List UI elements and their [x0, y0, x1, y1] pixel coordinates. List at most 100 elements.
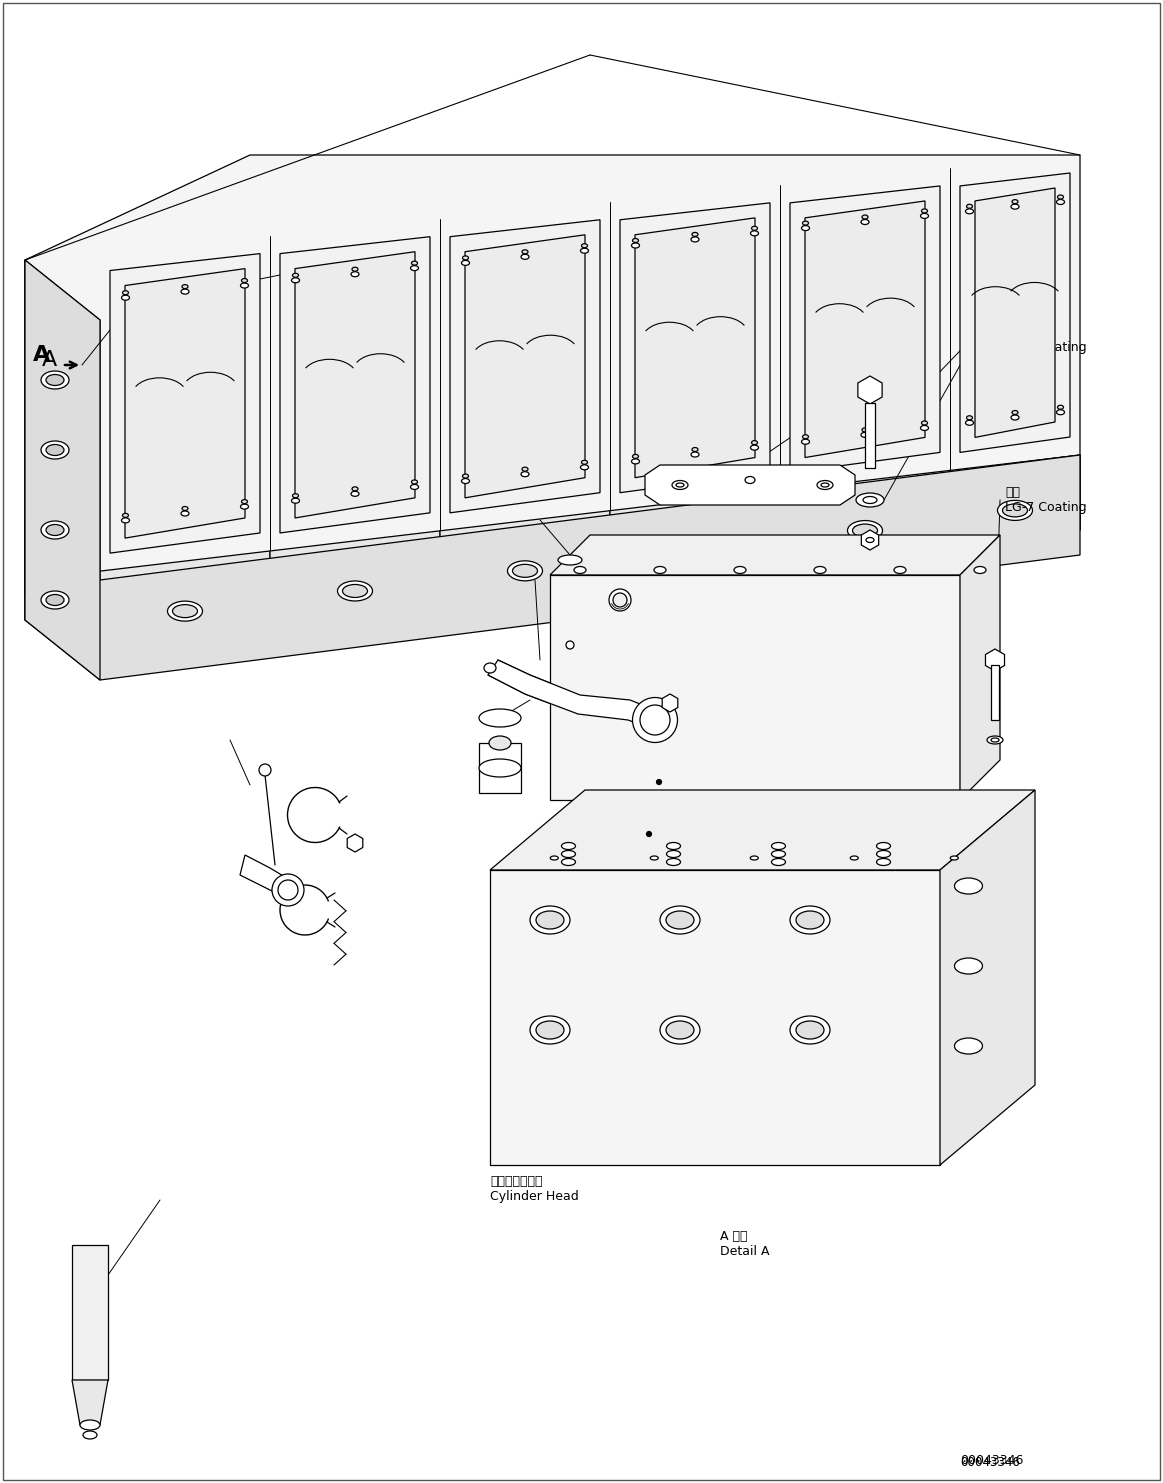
Ellipse shape [463, 475, 469, 478]
Polygon shape [24, 260, 100, 580]
Ellipse shape [172, 605, 198, 617]
Ellipse shape [562, 842, 576, 850]
Polygon shape [280, 237, 430, 532]
Polygon shape [348, 833, 363, 853]
Ellipse shape [862, 215, 868, 219]
Ellipse shape [513, 565, 537, 577]
Ellipse shape [863, 497, 877, 504]
Ellipse shape [122, 291, 128, 295]
Ellipse shape [678, 541, 713, 561]
Ellipse shape [921, 209, 928, 214]
Ellipse shape [877, 850, 891, 857]
Text: 塗布
LG-7 Coating: 塗布 LG-7 Coating [570, 799, 651, 828]
Ellipse shape [632, 458, 640, 464]
Text: 塗布
LG-7 Coating: 塗布 LG-7 Coating [1005, 486, 1086, 515]
Ellipse shape [83, 1431, 97, 1439]
Ellipse shape [609, 589, 632, 611]
Ellipse shape [973, 567, 986, 574]
Ellipse shape [666, 842, 680, 850]
Ellipse shape [750, 231, 758, 236]
Ellipse shape [181, 512, 190, 516]
Polygon shape [662, 694, 678, 712]
Ellipse shape [278, 879, 298, 900]
Polygon shape [24, 521, 100, 620]
Ellipse shape [640, 704, 670, 736]
Polygon shape [295, 252, 415, 518]
Ellipse shape [507, 561, 542, 581]
Ellipse shape [950, 856, 958, 860]
Polygon shape [450, 219, 600, 513]
Polygon shape [645, 466, 855, 506]
Ellipse shape [666, 1020, 694, 1040]
Ellipse shape [633, 454, 638, 458]
Ellipse shape [536, 1020, 564, 1040]
Ellipse shape [488, 736, 511, 750]
Polygon shape [24, 260, 100, 681]
Ellipse shape [292, 277, 300, 283]
Ellipse shape [1057, 194, 1063, 199]
Text: A 詳細
Detail A: A 詳細 Detail A [720, 1229, 770, 1258]
Ellipse shape [241, 504, 249, 509]
Ellipse shape [352, 486, 358, 491]
Ellipse shape [771, 850, 785, 857]
Polygon shape [862, 529, 879, 550]
Ellipse shape [521, 472, 529, 476]
Ellipse shape [613, 593, 627, 607]
Ellipse shape [966, 205, 972, 208]
Polygon shape [465, 234, 585, 498]
Ellipse shape [47, 595, 64, 605]
Ellipse shape [750, 856, 758, 860]
Ellipse shape [751, 440, 757, 445]
Ellipse shape [650, 856, 658, 860]
Ellipse shape [41, 521, 69, 538]
Ellipse shape [1012, 411, 1018, 415]
Ellipse shape [582, 460, 587, 464]
Bar [865, 403, 875, 469]
Ellipse shape [920, 214, 928, 218]
Ellipse shape [987, 736, 1003, 744]
Ellipse shape [241, 283, 249, 288]
Ellipse shape [536, 911, 564, 928]
Ellipse shape [550, 856, 558, 860]
Polygon shape [24, 156, 1080, 580]
Ellipse shape [337, 581, 372, 601]
Ellipse shape [522, 249, 528, 254]
Polygon shape [780, 470, 950, 565]
Ellipse shape [965, 209, 973, 214]
Text: 00043346: 00043346 [959, 1453, 1023, 1467]
Text: A: A [33, 346, 50, 365]
Ellipse shape [633, 239, 638, 243]
Ellipse shape [462, 261, 470, 265]
Polygon shape [635, 218, 755, 478]
Polygon shape [488, 660, 655, 730]
Polygon shape [620, 203, 770, 492]
Ellipse shape [692, 448, 698, 451]
Ellipse shape [411, 485, 419, 489]
Polygon shape [490, 871, 940, 1166]
Text: シリンダヘッド
Cylinder Head: シリンダヘッド Cylinder Head [490, 1175, 579, 1203]
Ellipse shape [293, 273, 299, 277]
Polygon shape [550, 535, 1000, 575]
Polygon shape [959, 174, 1070, 452]
Ellipse shape [816, 480, 833, 489]
Ellipse shape [41, 440, 69, 460]
Ellipse shape [411, 265, 419, 270]
Text: 00043346: 00043346 [959, 1456, 1020, 1470]
Ellipse shape [181, 289, 190, 294]
Ellipse shape [80, 1421, 100, 1430]
Ellipse shape [582, 243, 587, 248]
Bar [991, 664, 999, 721]
Ellipse shape [167, 601, 202, 621]
Ellipse shape [866, 537, 875, 543]
Ellipse shape [848, 521, 883, 540]
Ellipse shape [530, 906, 570, 934]
Ellipse shape [659, 906, 700, 934]
Ellipse shape [955, 1038, 983, 1054]
Ellipse shape [1056, 200, 1064, 205]
Ellipse shape [47, 375, 64, 386]
Ellipse shape [771, 859, 785, 866]
Ellipse shape [242, 279, 248, 283]
Ellipse shape [293, 494, 299, 498]
Ellipse shape [795, 1020, 825, 1040]
Polygon shape [440, 510, 611, 607]
